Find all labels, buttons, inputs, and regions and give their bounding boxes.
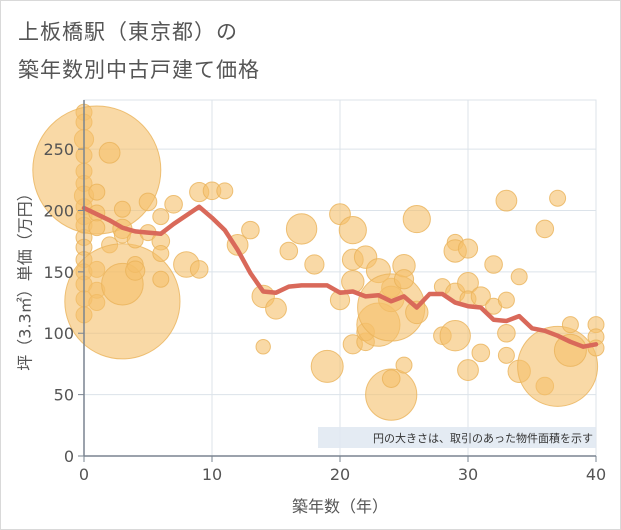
bubble-point xyxy=(561,316,579,334)
bubble-point xyxy=(484,255,503,274)
x-axis-label: 築年数（年） xyxy=(292,497,388,516)
bubble-point xyxy=(113,200,131,218)
axes: 0 50 100 150 200 250 0 10 20 30 40 築年数（年） 坪（3.3㎡）単価（… xyxy=(16,100,606,516)
x-tick-label: 30 xyxy=(458,465,478,484)
bubble-point xyxy=(88,183,106,201)
bubble-point xyxy=(304,254,325,275)
bubble-point xyxy=(393,269,415,290)
bubble-point xyxy=(497,346,515,364)
size-note: 円の大きさは、取引のあった物件面積を示す xyxy=(318,427,596,448)
bubble-point xyxy=(517,325,599,407)
note-background xyxy=(318,427,596,448)
bubble-point xyxy=(535,219,555,239)
bubble-point xyxy=(216,182,234,200)
bubble-point xyxy=(395,356,413,374)
y-tick-label: 100 xyxy=(43,324,74,343)
bubble-point xyxy=(497,323,516,343)
bubble-point xyxy=(152,270,170,288)
bubble-point xyxy=(164,195,183,214)
bubble-point xyxy=(152,244,170,262)
bubble-point xyxy=(241,220,260,240)
bubble-point xyxy=(285,213,318,245)
chart-title-line2: 築年数別中古戸建て価格 xyxy=(18,58,260,82)
y-tick-label: 0 xyxy=(64,447,74,466)
bubble-point xyxy=(457,238,479,259)
bubble-point xyxy=(125,260,146,281)
y-tick-label: 200 xyxy=(43,201,74,220)
bubble-point xyxy=(338,216,367,245)
bubble-point xyxy=(471,343,491,363)
chart-title-line1: 上板橋駅（東京都）の xyxy=(18,20,238,44)
bubble-point xyxy=(88,219,106,237)
size-note-text: 円の大きさは、取引のあった物件面積を示す xyxy=(373,431,593,445)
trend-line-group xyxy=(81,204,599,349)
bubble-point xyxy=(189,260,209,279)
bubble-point xyxy=(439,319,471,352)
bubble-point xyxy=(553,333,587,367)
x-tick-label: 0 xyxy=(79,465,89,484)
y-axis-label: 坪（3.3㎡）単価（万円） xyxy=(16,185,35,370)
bubble-point xyxy=(405,300,429,325)
y-tick-label: 50 xyxy=(54,386,74,405)
x-tick-label: 10 xyxy=(202,465,222,484)
bubble-point xyxy=(457,359,479,381)
bubble-point xyxy=(365,368,418,421)
bubble-point xyxy=(381,369,401,388)
y-tick-label: 250 xyxy=(43,140,74,159)
bubble-point xyxy=(98,141,121,164)
bubble-point xyxy=(152,208,170,226)
bubble-point xyxy=(495,189,518,212)
bubble-point xyxy=(310,349,344,383)
x-tick-label: 40 xyxy=(586,465,606,484)
bubble-point xyxy=(138,192,158,212)
bubble-point xyxy=(497,291,515,309)
bubble-point xyxy=(402,204,431,234)
x-tick-label: 20 xyxy=(330,465,350,484)
bubble-point xyxy=(279,241,299,261)
y-tick-label: 150 xyxy=(43,263,74,282)
trend-line xyxy=(81,204,599,349)
bubble-point xyxy=(255,339,271,355)
bubble-point xyxy=(510,268,528,286)
bubble-point xyxy=(549,189,567,207)
bubble-point xyxy=(265,297,287,320)
